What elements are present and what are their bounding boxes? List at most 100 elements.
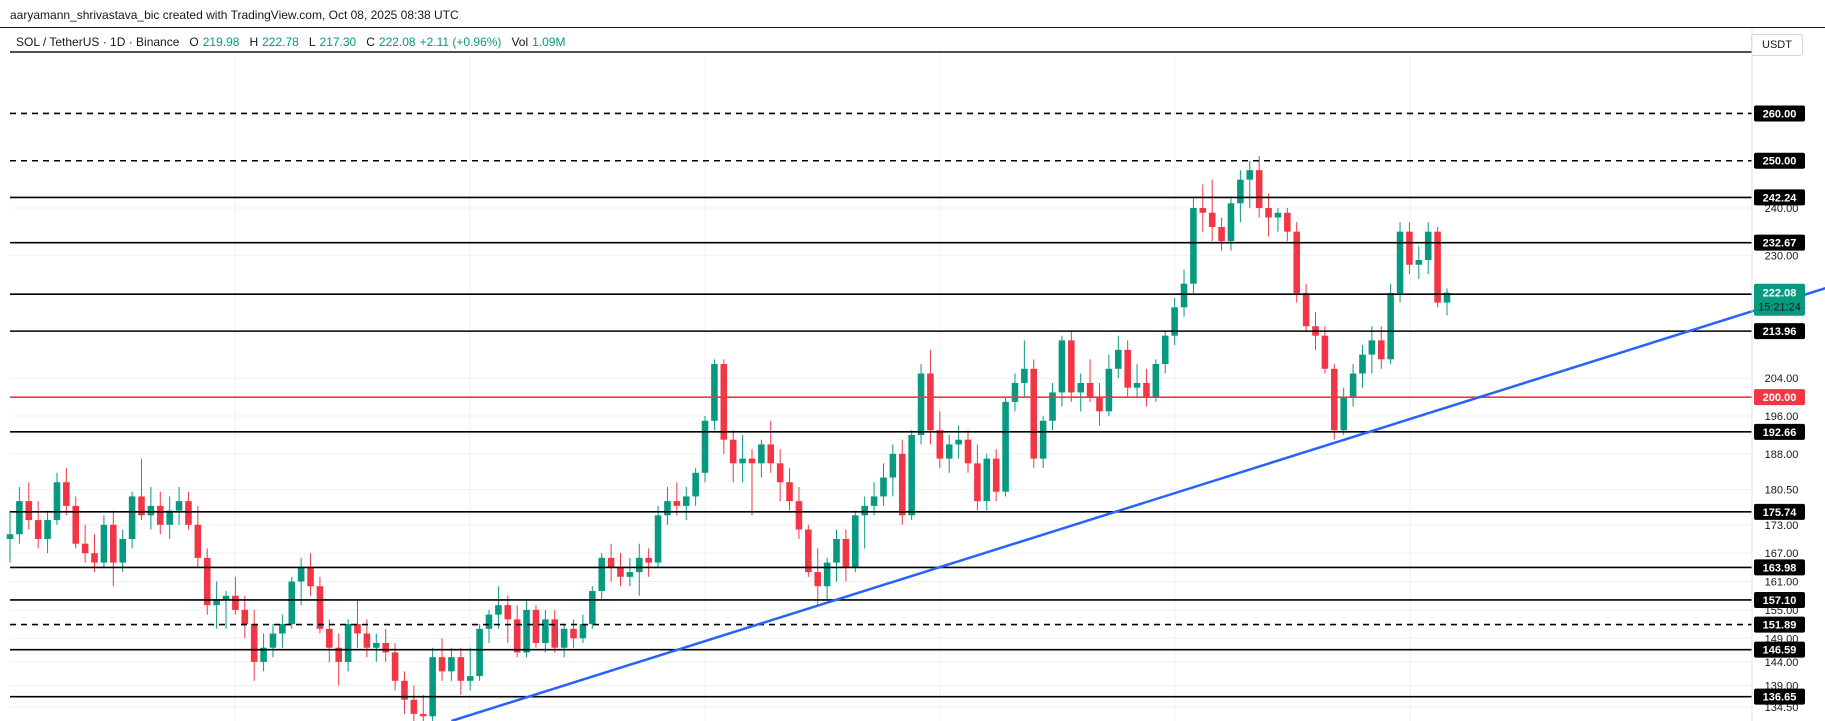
price-axis[interactable]: 240.00 230.00 204.00 196.00 188.00 180.50 173.… [1751,28,1805,721]
candle-body [1227,203,1235,242]
candle-body [1443,292,1451,303]
axis-tick-label: 144.00 [1765,657,1799,669]
candle-body [1368,340,1376,355]
level-price-tag [1754,323,1805,340]
candle-body [542,619,549,643]
level-price-label: 163.98 [1763,562,1797,574]
candle-body [1340,397,1347,431]
level-price-label: 213.96 [1763,326,1797,338]
candle-body [748,458,756,464]
level-price-tag [1754,234,1805,251]
candle-body [354,624,361,634]
candle-body [1124,349,1131,388]
candle-body [579,624,587,639]
level-price-tag [1754,616,1805,633]
candle-body [720,364,728,440]
volume-label: Vol [511,35,529,49]
candle-body [250,624,258,662]
candle-body [1058,340,1066,393]
candle-body [870,496,878,506]
candle-body [823,562,831,587]
candle-body [81,543,89,554]
candle-body [974,463,981,502]
candle-body [1246,170,1254,180]
candle-body [1021,368,1028,383]
candle-body [260,647,267,662]
candle-body [607,557,615,568]
chart-credit: aaryamann_shrivastava_bic created with T… [10,8,459,22]
candle-body [128,496,136,539]
candle-body [1406,231,1413,265]
candle-body [53,482,61,521]
candle-body [110,524,117,563]
candle-body [485,614,493,629]
candle-body [1049,392,1056,421]
candle-body [91,553,98,563]
candle-body [373,642,380,648]
axis-tick-label: 230.00 [1765,250,1799,262]
level-price-tag [1754,688,1805,705]
candle-body [203,557,211,606]
candle-body [898,453,906,516]
candle-body [166,510,173,525]
level-price-label: 146.59 [1763,645,1797,657]
candle-body [457,657,465,681]
candle-body [1359,354,1366,374]
candle-body [964,439,972,464]
currency-button[interactable]: USDT [1751,34,1803,56]
level-price-label: 250.00 [1763,156,1797,168]
candle-body [532,609,540,643]
candle-body [1293,231,1301,294]
candle-body [147,505,155,516]
candle-body [833,538,840,563]
candle-body [1161,335,1169,365]
bar-countdown-label: 15:21:24 [1758,302,1801,314]
axis-tick-label: 134.50 [1765,702,1799,714]
candle-body [1387,293,1394,360]
candle-body [401,680,408,700]
candle-body [842,538,850,568]
axis-tick-label: 204.00 [1765,373,1799,385]
axis-tick-label: 240.00 [1765,203,1799,215]
candle-body [1377,340,1385,360]
candle-body [927,373,934,431]
candle-body [1039,420,1047,459]
symbol-name[interactable]: SOL / TetherUS · 1D · Binance [16,35,180,49]
candle-body [983,458,991,502]
candle-body [1349,373,1357,398]
candle-body [673,501,681,506]
level-price-tag [1754,591,1805,608]
candle-body [1434,231,1441,303]
candle-body [945,444,953,459]
axis-tick-label: 161.00 [1765,577,1799,589]
axis-tick-label: 196.00 [1765,411,1799,423]
candle-body [316,586,324,629]
candle-body [1424,231,1432,261]
candle-body [598,557,605,591]
candle-body [589,590,596,625]
candle-body [1180,283,1188,308]
open-value: 219.98 [202,35,240,49]
axis-tick-label: 180.50 [1765,484,1799,496]
candle-body [992,458,1000,492]
support-trendline [451,286,1825,721]
last-price-tag [1754,283,1805,316]
candle-body [175,501,183,511]
candle-body [213,600,220,606]
level-price-tag [1754,189,1805,206]
candle-body [654,515,662,563]
level-price-label: 136.65 [1763,692,1797,704]
candle-body [1002,401,1009,492]
candle-body [119,538,126,563]
candle-body [701,420,709,473]
axis-tick-label: 173.00 [1765,520,1799,532]
candle-body [72,505,80,544]
low-value: 217.30 [319,35,357,49]
candle-body [889,453,897,478]
candle-body [1284,212,1291,232]
candle-body [936,430,944,459]
candle-body [626,572,634,577]
candle-body [1199,208,1207,213]
candle-body [767,444,775,464]
